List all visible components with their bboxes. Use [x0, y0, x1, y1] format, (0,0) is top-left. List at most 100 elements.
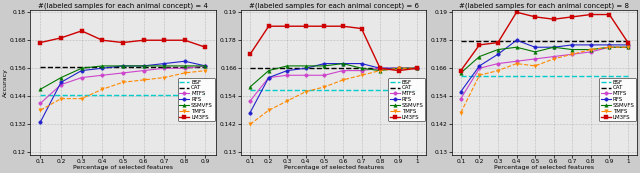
CAT	[284, 67, 291, 69]
LM3FS	[202, 46, 209, 48]
TMFS	[605, 46, 613, 48]
LM3FS	[140, 39, 147, 41]
RFS	[413, 67, 421, 69]
MTFS	[78, 77, 86, 79]
MTFS	[531, 58, 539, 60]
BSF	[494, 75, 502, 78]
SSMVFS	[395, 67, 403, 69]
SSMVFS	[119, 65, 127, 67]
TMFS	[494, 70, 502, 72]
RFS	[140, 65, 147, 67]
SSMVFS	[36, 88, 44, 90]
MTFS	[161, 67, 168, 69]
LM3FS	[119, 42, 127, 44]
BSF	[513, 75, 520, 78]
SSMVFS	[202, 65, 209, 67]
TMFS	[624, 46, 632, 48]
LM3FS	[395, 70, 403, 72]
RFS	[181, 60, 189, 62]
BSF	[246, 89, 254, 92]
CAT	[99, 66, 106, 68]
SSMVFS	[321, 65, 328, 67]
MTFS	[181, 67, 189, 69]
MTFS	[476, 67, 483, 69]
CAT	[181, 66, 189, 68]
TMFS	[568, 53, 576, 55]
Line: SSMVFS: SSMVFS	[38, 64, 207, 91]
CAT	[265, 67, 273, 69]
SSMVFS	[376, 70, 384, 72]
Line: RFS: RFS	[459, 38, 630, 93]
MTFS	[119, 72, 127, 74]
BSF	[339, 89, 347, 92]
RFS	[339, 63, 347, 65]
LM3FS	[624, 42, 632, 44]
MTFS	[358, 70, 365, 72]
SSMVFS	[531, 51, 539, 53]
RFS	[568, 44, 576, 46]
TMFS	[457, 112, 465, 114]
Line: SSMVFS: SSMVFS	[459, 45, 630, 75]
TMFS	[513, 63, 520, 65]
BSF	[395, 89, 403, 92]
SSMVFS	[302, 65, 310, 67]
LM3FS	[284, 25, 291, 27]
CAT	[376, 67, 384, 69]
SSMVFS	[605, 46, 613, 48]
Legend: BSF, CAT, MTFS, RFS, SSMVFS, TMFS, LM3FS: BSF, CAT, MTFS, RFS, SSMVFS, TMFS, LM3FS	[599, 78, 636, 121]
CAT	[358, 67, 365, 69]
MTFS	[457, 98, 465, 100]
TMFS	[413, 67, 421, 69]
RFS	[99, 67, 106, 69]
CAT	[161, 66, 168, 68]
RFS	[246, 112, 254, 114]
RFS	[605, 44, 613, 46]
SSMVFS	[587, 49, 595, 51]
Line: TMFS: TMFS	[38, 69, 207, 112]
RFS	[36, 121, 44, 123]
TMFS	[57, 98, 65, 100]
Line: MTFS: MTFS	[459, 45, 630, 100]
TMFS	[284, 100, 291, 102]
TMFS	[78, 98, 86, 100]
CAT	[413, 67, 421, 69]
BSF	[202, 94, 209, 96]
LM3FS	[36, 42, 44, 44]
RFS	[321, 63, 328, 65]
LM3FS	[376, 67, 384, 69]
CAT	[339, 67, 347, 69]
CAT	[476, 40, 483, 42]
MTFS	[99, 74, 106, 76]
Line: SSMVFS: SSMVFS	[248, 62, 419, 89]
SSMVFS	[494, 49, 502, 51]
Line: LM3FS: LM3FS	[459, 10, 630, 72]
LM3FS	[605, 13, 613, 16]
CAT	[457, 40, 465, 42]
TMFS	[302, 91, 310, 93]
CAT	[587, 40, 595, 42]
TMFS	[202, 70, 209, 72]
LM3FS	[302, 25, 310, 27]
CAT	[302, 67, 310, 69]
SSMVFS	[476, 56, 483, 58]
CAT	[119, 66, 127, 68]
MTFS	[284, 74, 291, 76]
Line: RFS: RFS	[248, 62, 419, 114]
MTFS	[395, 67, 403, 69]
LM3FS	[246, 53, 254, 55]
CAT	[246, 67, 254, 69]
LM3FS	[413, 67, 421, 69]
CAT	[57, 66, 65, 68]
LM3FS	[265, 25, 273, 27]
SSMVFS	[181, 65, 189, 67]
RFS	[265, 77, 273, 79]
RFS	[161, 63, 168, 65]
TMFS	[119, 81, 127, 83]
Legend: BSF, CAT, MTFS, RFS, SSMVFS, TMFS, LM3FS: BSF, CAT, MTFS, RFS, SSMVFS, TMFS, LM3FS	[178, 78, 214, 121]
SSMVFS	[265, 70, 273, 72]
CAT	[395, 67, 403, 69]
LM3FS	[321, 25, 328, 27]
BSF	[376, 89, 384, 92]
CAT	[202, 66, 209, 68]
RFS	[119, 65, 127, 67]
